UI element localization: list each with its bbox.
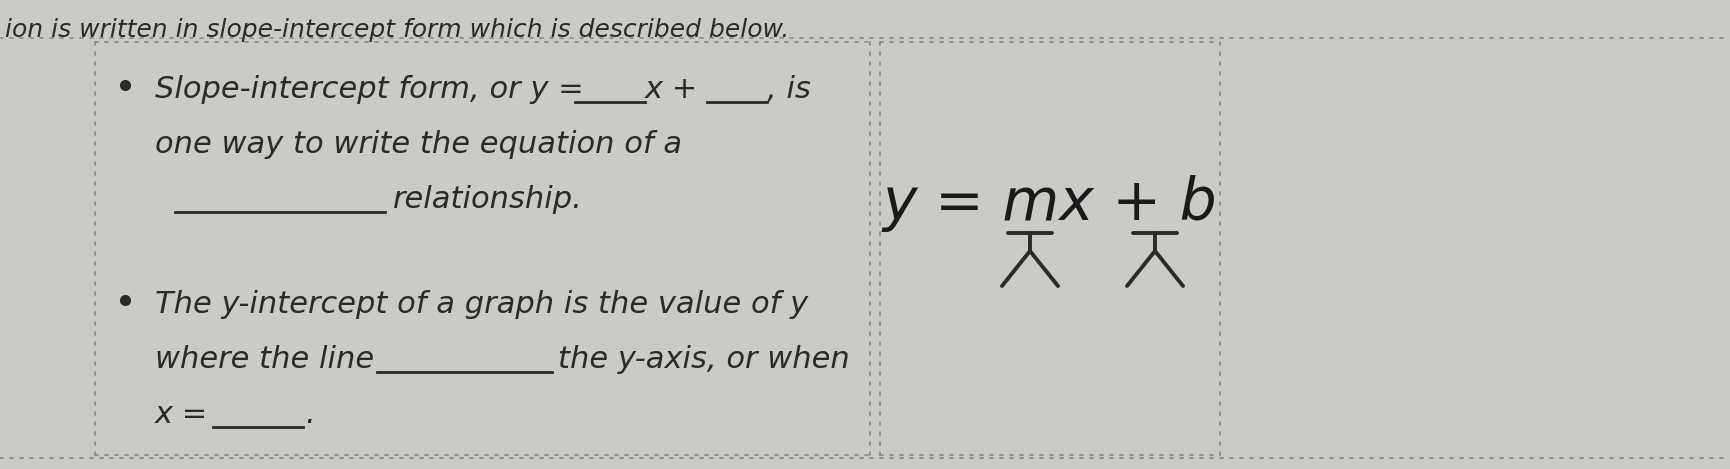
Text: relationship.: relationship.: [393, 185, 583, 214]
Text: where the line: where the line: [156, 345, 384, 374]
Text: The y-intercept of a graph is the value of y: The y-intercept of a graph is the value …: [156, 290, 808, 319]
Text: x +: x +: [645, 75, 708, 104]
Text: ion is written in slope-intercept form which is described below.: ion is written in slope-intercept form w…: [5, 18, 789, 42]
Text: the y-axis, or when: the y-axis, or when: [559, 345, 849, 374]
Text: Slope-intercept form, or y =: Slope-intercept form, or y =: [156, 75, 593, 104]
Text: x =: x =: [156, 400, 218, 429]
Text: , is: , is: [766, 75, 811, 104]
Text: y = mx + b: y = mx + b: [882, 175, 1218, 232]
Text: one way to write the equation of a: one way to write the equation of a: [156, 130, 682, 159]
Text: .: .: [304, 400, 315, 429]
